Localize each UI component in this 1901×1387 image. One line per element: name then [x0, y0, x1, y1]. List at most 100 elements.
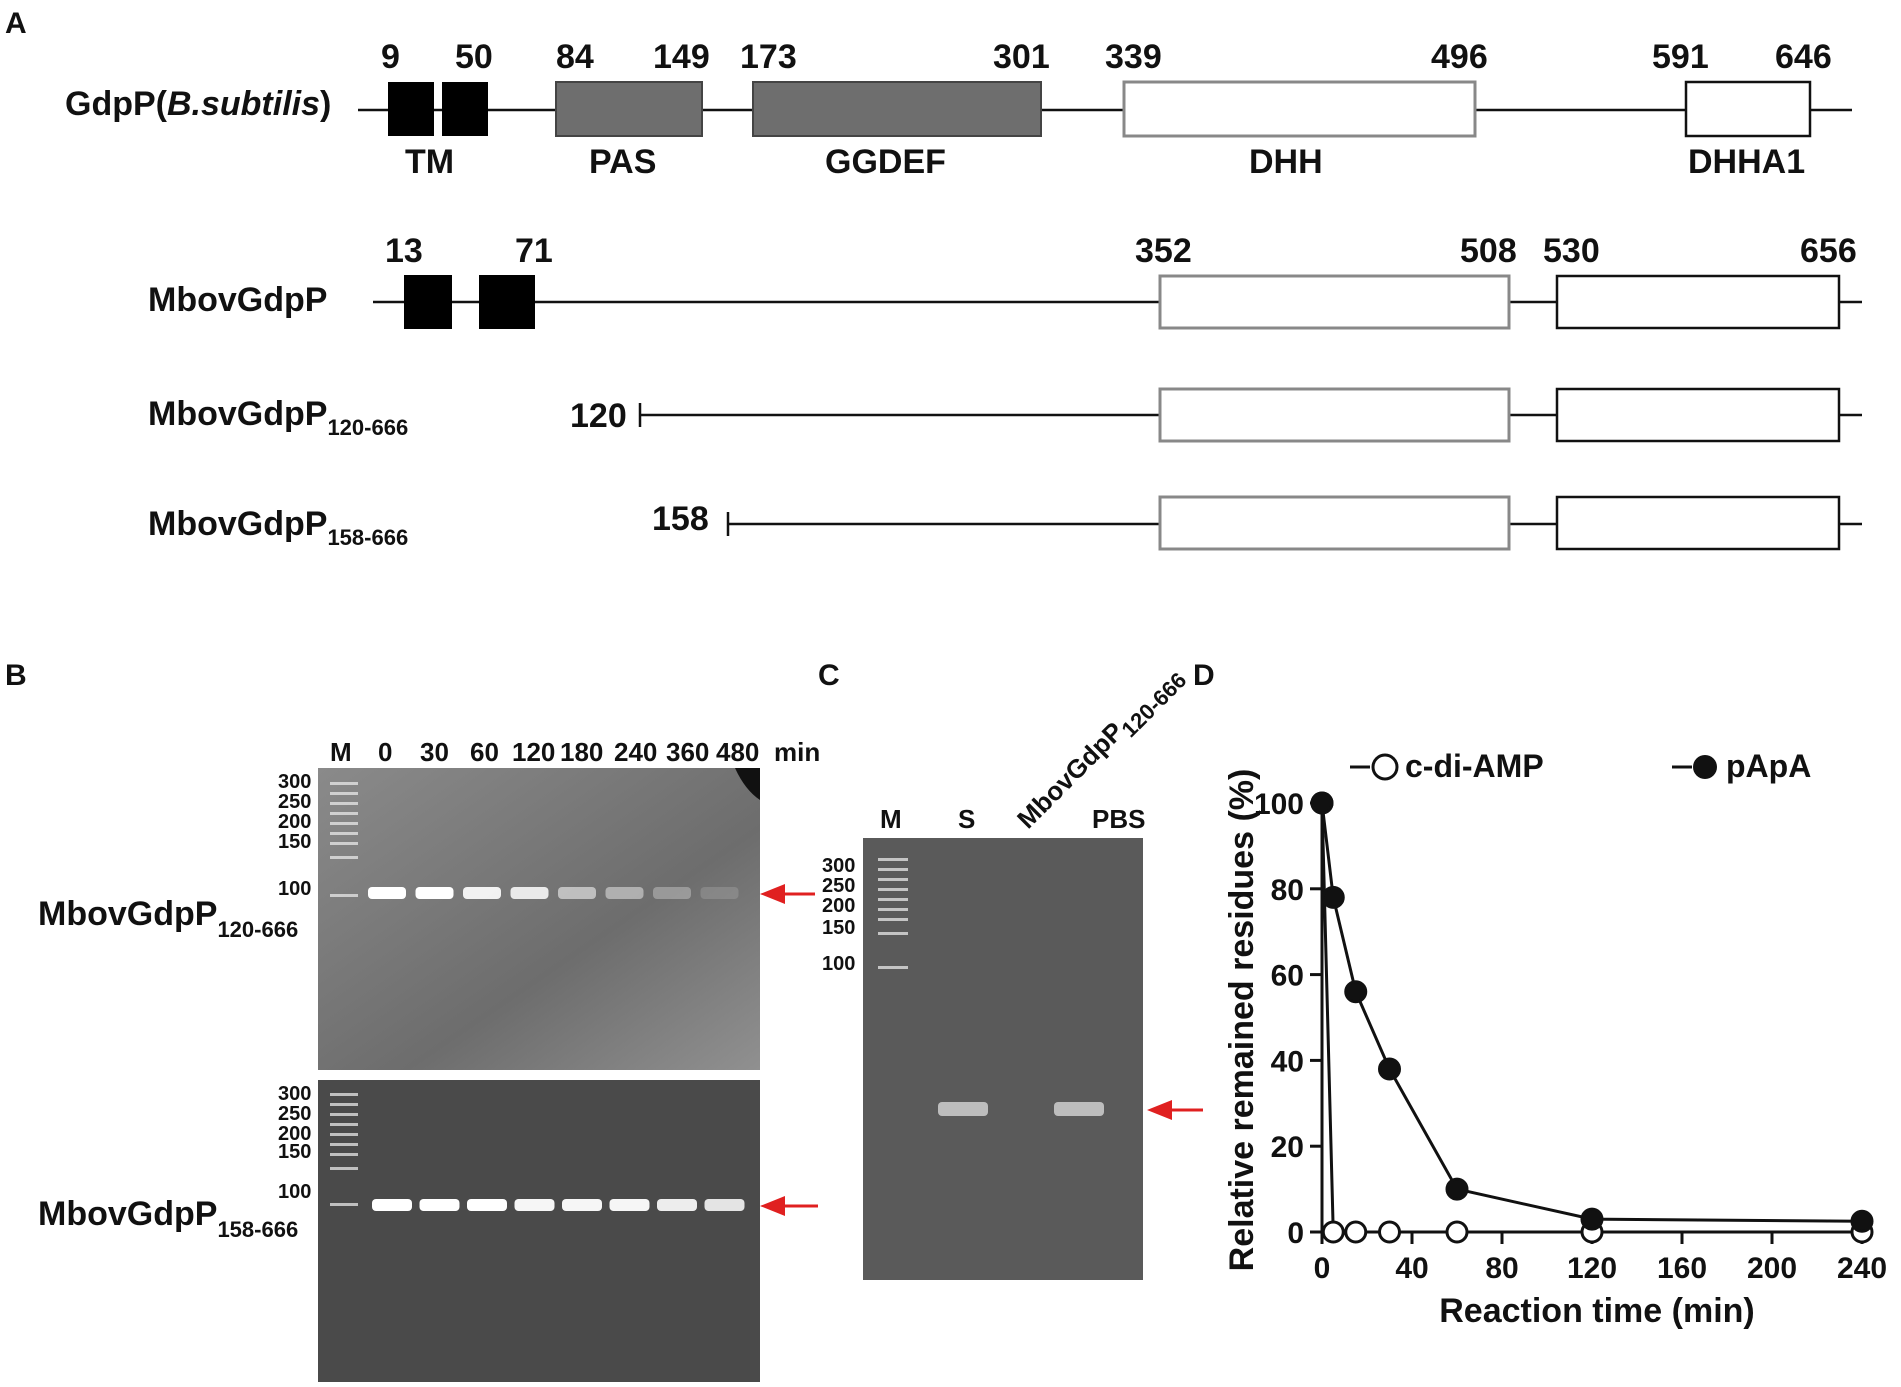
gdpp-tm1-box — [388, 82, 434, 136]
gel-b-bottom-marker: 300 — [278, 1083, 311, 1105]
mbov158-label: MbovGdpP158-666 — [148, 505, 408, 550]
data-point-papa — [1310, 791, 1334, 815]
domain-diagram: GdpP(B.subtilis) 9 50 84 149 173 301 339… — [65, 38, 1862, 551]
gdpp-dhh-box — [1122, 80, 1477, 138]
gel-b-top-label: MbovGdpP120-666 — [38, 895, 298, 942]
gel-band — [1054, 1102, 1104, 1116]
ladder-band — [330, 812, 358, 815]
panel-label-c: C — [818, 659, 840, 692]
data-point-papa — [1580, 1207, 1604, 1231]
gel-c-arrow — [1147, 1100, 1203, 1120]
x-axis-title: Reaction time (min) — [1439, 1292, 1754, 1330]
panel-label-a: A — [5, 7, 27, 40]
x-ticks: 0 40 80 120 160 200 240 — [1314, 1232, 1887, 1285]
gel-band — [653, 887, 691, 899]
gel-b-lane-label: 0 — [378, 737, 392, 767]
x-tick-label: 240 — [1837, 1252, 1887, 1285]
gel-band — [467, 1199, 507, 1211]
ladder-band — [330, 1093, 358, 1096]
data-point-papa — [1344, 980, 1368, 1004]
gel-b-bottom-marker: 200 — [278, 1123, 311, 1145]
mbov-num: 13 — [385, 232, 423, 270]
gel-band — [700, 887, 739, 899]
gel-b-lane-label: 480 — [716, 737, 759, 767]
gdpp-num: 301 — [993, 38, 1050, 76]
ladder-band — [878, 966, 908, 969]
gel-b-top-arrow — [760, 884, 815, 904]
gel-band — [514, 1199, 555, 1211]
mbov120-dhh-box — [1158, 387, 1511, 443]
gel-band — [938, 1102, 988, 1116]
gel-band — [657, 1199, 697, 1211]
y-tick-label: 100 — [1254, 788, 1304, 821]
gel-b-bottom-marker: 100 — [278, 1181, 311, 1203]
gel-c-marker: 200 — [822, 895, 855, 917]
legend-marker-papa — [1693, 755, 1717, 779]
ladder-band — [330, 842, 358, 845]
y-axis-title: Relative remained residues (%) — [1223, 769, 1261, 1272]
ladder-band — [330, 802, 358, 805]
legend: c-di-AMP pApA — [1350, 748, 1811, 784]
mbov-tm1-box — [404, 275, 452, 329]
y-tick-label: 20 — [1271, 1131, 1304, 1164]
gel-b-bottom-label: MbovGdpP158-666 — [38, 1195, 298, 1242]
gel-band — [704, 1199, 745, 1211]
gel-band — [510, 887, 549, 899]
ladder-band — [878, 858, 908, 861]
gel-c-body — [863, 838, 1143, 1280]
gel-b-bottom-ladder — [330, 1093, 358, 1206]
gel-band — [609, 1199, 650, 1211]
ladder-band — [878, 908, 908, 911]
ladder-band — [878, 918, 908, 921]
ladder-band — [330, 822, 358, 825]
gel-band — [415, 887, 454, 899]
gel-c-lane-label: S — [958, 804, 975, 834]
gel-b-lane-label: 120 — [512, 737, 555, 767]
data-point-cdiamp — [1378, 1220, 1401, 1244]
gdpp-num: 496 — [1431, 38, 1488, 76]
ladder-band — [330, 894, 358, 897]
gdpp-label: GdpP(B.subtilis) — [65, 85, 331, 123]
mbov-num: 530 — [1543, 232, 1600, 270]
ladder-band — [878, 878, 908, 881]
ladder-band — [330, 1143, 358, 1146]
data-point-cdiamp — [1445, 1220, 1469, 1244]
mbov-num: 656 — [1800, 232, 1857, 270]
data-point-papa — [1445, 1177, 1469, 1201]
series-line — [1320, 802, 1863, 1223]
y-tick-label: 60 — [1271, 960, 1304, 993]
data-point-cdiamp — [1321, 1220, 1345, 1244]
legend-label-papa: pApA — [1726, 748, 1811, 784]
gel-band — [372, 1199, 412, 1211]
gdpp-num: 591 — [1652, 38, 1709, 76]
gel-b-top-marker: 250 — [278, 791, 311, 813]
mbov158-dhh-box — [1158, 495, 1511, 551]
mbov158-start: 158 — [652, 500, 709, 538]
mbov120-dhha1-box — [1555, 387, 1841, 443]
mbov-dhh-box — [1158, 274, 1511, 330]
x-tick-label: 40 — [1395, 1252, 1428, 1285]
x-tick-label: 200 — [1747, 1252, 1797, 1285]
data-point-cdiamp — [1344, 1220, 1368, 1244]
ladder-band — [330, 832, 358, 835]
mbov-num: 508 — [1460, 232, 1517, 270]
gel-b-bottom-arrow — [760, 1196, 818, 1216]
series-lines — [1320, 802, 1863, 1234]
domain-label-dhha1: DHHA1 — [1688, 143, 1805, 181]
gel-band — [368, 887, 406, 899]
mbov-num: 352 — [1135, 232, 1192, 270]
series-points — [1310, 791, 1874, 1244]
mbov-num: 71 — [515, 232, 553, 270]
gdpp-num: 9 — [381, 38, 400, 76]
gel-c: M S MbovGdpP120-666 PBS 300 250 200 150 … — [822, 667, 1203, 1280]
x-tick-label: 80 — [1485, 1252, 1518, 1285]
gel-b-top-marker: 150 — [278, 831, 311, 853]
gdpp-num: 646 — [1775, 38, 1832, 76]
gel-b-top — [318, 768, 760, 1070]
ladder-band — [330, 1203, 358, 1206]
ladder-band — [330, 782, 358, 785]
gdpp-tm2-box — [442, 82, 488, 136]
gel-band — [562, 1199, 602, 1211]
domain-label-tm: TM — [405, 143, 454, 181]
